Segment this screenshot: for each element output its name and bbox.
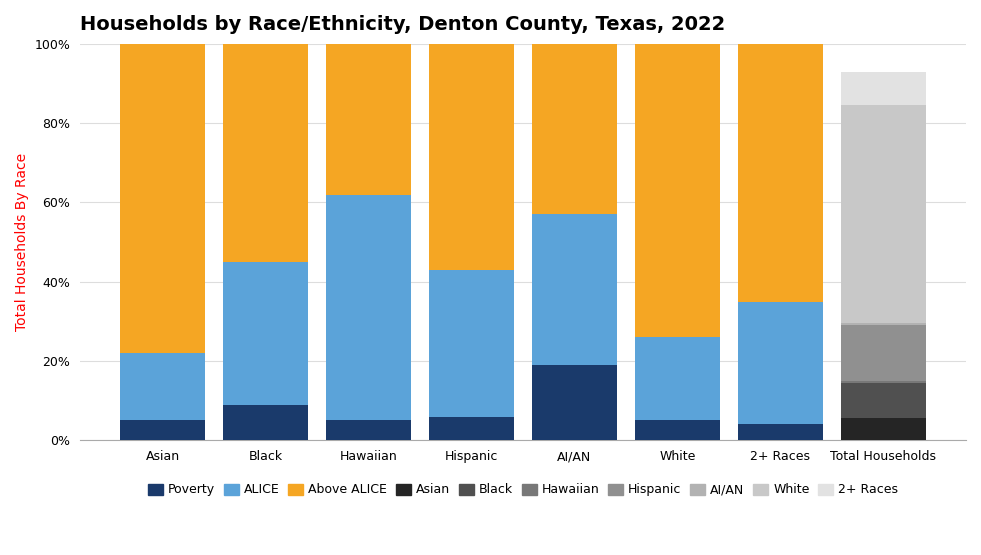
Bar <box>430 270 514 416</box>
Bar <box>430 44 514 270</box>
Bar <box>430 416 514 440</box>
Bar <box>327 194 411 421</box>
Bar <box>121 353 205 421</box>
Bar <box>121 44 205 353</box>
Bar <box>224 44 308 262</box>
Bar <box>533 44 617 214</box>
Bar <box>841 325 926 381</box>
Bar <box>327 421 411 440</box>
Bar <box>841 72 926 105</box>
Bar <box>636 337 720 421</box>
Bar <box>224 262 308 405</box>
Bar <box>739 301 823 425</box>
Bar <box>841 324 926 325</box>
Bar <box>327 44 411 194</box>
Bar <box>841 105 926 324</box>
Bar <box>841 381 926 383</box>
Bar <box>533 214 617 365</box>
Bar <box>224 405 308 440</box>
Bar <box>636 44 720 337</box>
Bar <box>636 421 720 440</box>
Bar <box>533 365 617 440</box>
Bar <box>739 425 823 440</box>
Bar <box>739 44 823 301</box>
Y-axis label: Total Households By Race: Total Households By Race <box>15 153 29 331</box>
Bar <box>121 421 205 440</box>
Text: Households by Race/Ethnicity, Denton County, Texas, 2022: Households by Race/Ethnicity, Denton Cou… <box>80 15 725 34</box>
Bar <box>841 418 926 440</box>
Legend: Poverty, ALICE, Above ALICE, Asian, Black, Hawaiian, Hispanic, AI/AN, White, 2+ : Poverty, ALICE, Above ALICE, Asian, Blac… <box>143 478 904 501</box>
Bar <box>841 383 926 418</box>
